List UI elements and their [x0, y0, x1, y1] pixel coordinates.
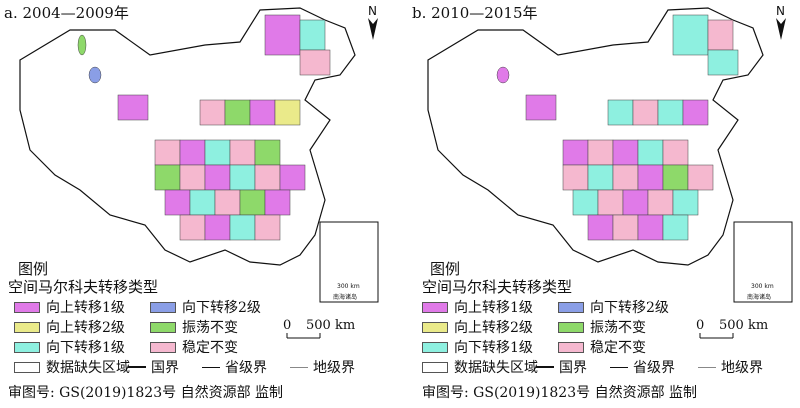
north-arrow-icon: [368, 18, 378, 40]
panel-title: b. 2010—2015年: [412, 4, 538, 22]
scale-bar: [286, 333, 321, 339]
legend-national-border: 国界: [536, 358, 587, 376]
colored-regions: [496, 14, 739, 241]
inset-label: 南海诸岛: [747, 294, 772, 301]
scale-bar: [699, 333, 734, 339]
legend-item-oscillating: 振荡不变: [558, 318, 646, 336]
legend-provincial-border: 省级界: [610, 358, 675, 376]
swatch-oscillating: [558, 321, 584, 333]
legend-provincial-border: 省级界: [202, 358, 267, 376]
colored-regions: [77, 14, 331, 241]
north-arrow-icon: [776, 18, 786, 40]
legend-prefecture-border: 地级界: [698, 358, 763, 376]
swatch-up-2: [422, 321, 448, 333]
provincial-border-line-icon: [610, 366, 628, 368]
map-panel-a: a. 2004—2009年 N 300 km 南海诸岛 图例 空间马尔科夫转移类…: [4, 4, 379, 401]
swatch-up-1: [14, 301, 40, 313]
legend-item-down-2: 向下转移2级: [558, 298, 669, 316]
swatch-stable: [150, 341, 176, 353]
legend-title: 图例: [430, 260, 461, 278]
legend-item-stable: 稳定不变: [558, 338, 646, 356]
legend-title: 图例: [18, 260, 49, 278]
legend-subtitle: 空间马尔科夫转移类型: [8, 278, 159, 296]
swatch-up-2: [14, 321, 40, 333]
prefecture-border-line-icon: [290, 366, 308, 368]
prefecture-border-line-icon: [698, 366, 716, 368]
approval-number: 审图号: GS(2019)1823号 自然资源部 监制: [8, 385, 284, 401]
scale-zero: 0: [283, 318, 292, 333]
legend-item-up-1: 向上转移1级: [422, 298, 533, 316]
legend-prefecture-border: 地级界: [290, 358, 355, 376]
legend-item-down-1: 向下转移1级: [14, 338, 125, 356]
inset-map: [733, 221, 793, 303]
scale-zero: 0: [696, 318, 705, 333]
national-border-line-icon: [536, 366, 554, 368]
legend-item-down-1: 向下转移1级: [422, 338, 533, 356]
legend-item-up-2: 向上转移2级: [422, 318, 533, 336]
swatch-down-1: [422, 341, 448, 353]
swatch-down-1: [14, 341, 40, 353]
swatch-oscillating: [150, 321, 176, 333]
inset-scale-label: 300 km: [337, 283, 360, 290]
legend-item-stable: 稳定不变: [150, 338, 238, 356]
north-label: N: [776, 4, 785, 18]
legend-item-down-2: 向下转移2级: [150, 298, 261, 316]
approval-number: 审图号: GS(2019)1823号 自然资源部 监制: [422, 385, 698, 401]
legend-item-up-2: 向上转移2级: [14, 318, 125, 336]
scale-distance: 500 km: [306, 318, 356, 333]
map-panel-b: b. 2010—2015年 N 300 km 南海诸岛 图例 空间马尔科夫转移类…: [408, 0, 800, 408]
swatch-up-1: [422, 301, 448, 313]
legend-item-up-1: 向上转移1级: [14, 298, 125, 316]
north-label: N: [368, 4, 377, 18]
swatch-down-2: [558, 301, 584, 313]
legend-item-missing: 数据缺失区域: [14, 358, 130, 376]
swatch-stable: [558, 341, 584, 353]
swatch-missing: [422, 361, 448, 373]
national-border-line-icon: [128, 366, 146, 368]
china-map-a: [19, 7, 379, 339]
inset-map: [319, 221, 379, 303]
inset-scale-label: 300 km: [751, 283, 774, 290]
legend-item-oscillating: 振荡不变: [150, 318, 238, 336]
legend-subtitle: 空间马尔科夫转移类型: [422, 278, 573, 296]
legend-national-border: 国界: [128, 358, 179, 376]
china-map-b: [427, 7, 793, 339]
swatch-missing: [14, 361, 40, 373]
scale-distance: 500 km: [719, 318, 769, 333]
provincial-border-line-icon: [202, 366, 220, 368]
panel-title: a. 2004—2009年: [4, 4, 129, 22]
inset-label: 南海诸岛: [333, 294, 358, 301]
swatch-down-2: [150, 301, 176, 313]
legend-item-missing: 数据缺失区域: [422, 358, 538, 376]
